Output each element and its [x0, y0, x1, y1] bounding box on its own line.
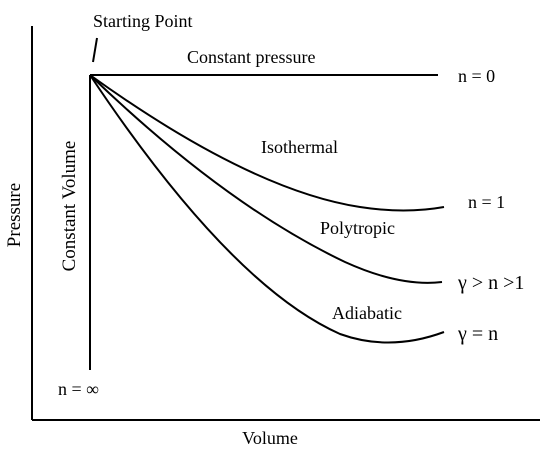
adiabatic-label: Adiabatic: [332, 303, 402, 323]
n-zero-label: n = 0: [458, 66, 495, 86]
polytropic-label: Polytropic: [320, 218, 395, 238]
gamma-eq-n-label: γ = n: [457, 323, 498, 345]
isothermal-label: Isothermal: [261, 137, 338, 157]
constant-pressure-label: Constant pressure: [187, 47, 315, 67]
constant-volume-label: Constant Volume: [59, 141, 80, 272]
gamma-gt-n-label: γ > n >1: [457, 272, 524, 294]
adiabatic-curve: [89, 74, 445, 344]
isothermal-curve: [89, 74, 445, 212]
polytropic-curve: [89, 74, 443, 284]
x-axis-label: Volume: [242, 428, 298, 448]
n-infinity-label: n = ∞: [58, 379, 99, 399]
n-one-label: n = 1: [468, 192, 505, 212]
y-axis-label: Pressure: [4, 183, 25, 247]
starting-point-pointer: [92, 37, 98, 63]
starting-point-label: Starting Point: [93, 11, 193, 31]
